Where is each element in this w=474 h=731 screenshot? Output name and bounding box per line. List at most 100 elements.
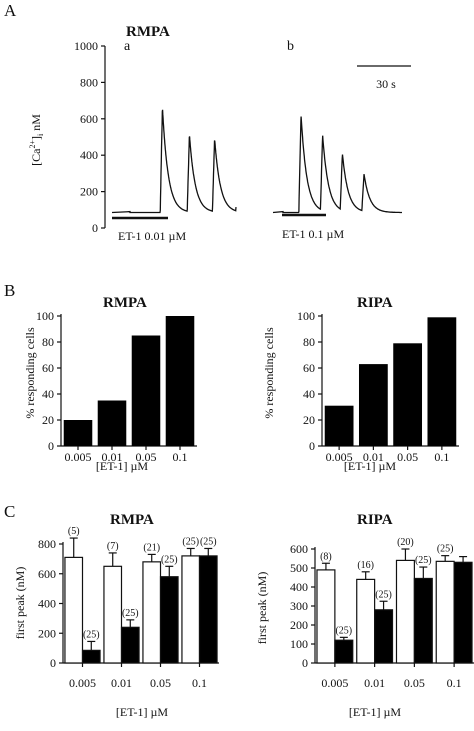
bar [393,343,423,446]
y-tick-label: 400 [38,597,56,611]
n-label: (25) [182,536,199,547]
y-tick-label: 0 [302,656,308,670]
panel-letter-b: B [4,281,15,300]
bar [131,335,161,446]
n-label: (25) [122,608,139,619]
n-label: (21) [143,542,160,553]
x-tick-label: 0.1 [434,450,449,464]
x-tick-label: 0.01 [364,676,385,690]
bar [334,639,354,664]
bar [358,364,388,446]
bar [63,420,93,446]
bar [427,317,457,446]
panel-c-rmpa-chart: RMPA first peak (nM) [ET-1] µM 0 200 400 60… [13,512,219,719]
y-tick-label: 800 [80,75,98,89]
bar [374,609,394,664]
trace-a-line [111,109,237,214]
panel-b-rmpa-title: RMPA [103,295,147,311]
n-label: (25) [335,625,352,636]
ylabel-part-sub: i [36,133,45,136]
y-tick-label: 80 [42,335,54,349]
y-tick-label: 200 [290,618,308,632]
x-tick-label: 0.01 [363,450,384,464]
x-tick-label: 0.005 [326,450,353,464]
panel-a-ylabel: [Ca2+]i nM [28,114,45,166]
y-tick-label: 60 [303,361,315,375]
bar [435,560,455,664]
bar [142,561,162,664]
y-tick-label: 60 [42,361,54,375]
ylabel-part-sup: 2+ [28,140,37,149]
x-tick-label: 0.005 [69,676,96,690]
panel-c-ripa-ylabel: first peak (nM) [255,572,269,645]
panel-b-ripa-ylabel: % responding cells [262,327,276,419]
x-tick-label: 0.05 [150,676,171,690]
panel-b-ripa-chart: RIPA % responding cells [ET-1] µM 0 20 40 6… [262,295,459,473]
bar [165,316,195,446]
n-label: (5) [68,526,80,537]
n-label: (25) [200,536,217,547]
panel-b-rmpa-chart: RMPA % responding cells [ET-1] µM 0 20 40 6… [23,295,197,473]
bar [103,565,123,664]
y-tick-label: 800 [38,537,56,551]
bar [395,559,415,664]
y-tick-label: 600 [80,112,98,126]
panel-a-calcium-traces: RMPA [Ca2+]i nM 0 200 400 600 800 1000 a b ET… [28,24,411,243]
y-tick-label: 400 [290,580,308,594]
n-label: (25) [161,554,178,565]
x-tick-label: 0.005 [321,676,348,690]
bar [198,555,218,664]
panel-letter-a: A [4,1,17,20]
y-tick-label: 20 [303,413,315,427]
stimulus-label-b: ET-1 0.1 µM [282,227,344,241]
bar [181,555,201,664]
y-tick-label: 100 [290,637,308,651]
panel-a-y-ticks: 0 200 400 600 800 1000 [74,39,105,235]
n-label: (16) [357,560,374,571]
y-tick-label: 0 [50,656,56,670]
bar [159,576,179,664]
panel-c-rmpa-xlabel: [ET-1] µM [116,705,168,719]
n-label: (25) [437,544,454,555]
y-tick-label: 1000 [74,39,98,53]
y-tick-label: 80 [303,335,315,349]
y-tick-label: 600 [38,567,56,581]
y-tick-label: 40 [42,387,54,401]
panel-c-rmpa-ylabel: first peak (nM) [13,567,27,640]
ylabel-part-bracket: [Ca [29,148,43,166]
panel-c-rmpa-title: RMPA [110,512,154,528]
n-label: (25) [83,629,100,640]
y-tick-label: 100 [297,309,315,323]
trace-b-label: b [287,39,294,54]
n-label: (8) [320,551,332,562]
panel-b-ripa-title: RIPA [357,295,393,311]
bar [356,578,376,664]
x-tick-label: 0.01 [111,676,132,690]
y-tick-label: 100 [36,309,54,323]
bar [81,649,101,664]
bar [120,626,140,664]
panel-b-rmpa-ylabel: % responding cells [23,327,37,419]
bar [316,569,336,664]
panel-b-rmpa-xlabel: [ET-1] µM [96,459,148,473]
x-tick-label: 0.1 [173,450,188,464]
trace-a-label: a [124,39,131,54]
y-tick-label: 20 [42,413,54,427]
bar [453,561,473,664]
x-tick-label: 0.05 [404,676,425,690]
n-label: (25) [415,555,432,566]
panel-a-title: RMPA [126,24,170,40]
panel-c-ripa-title: RIPA [357,512,393,528]
panel-b-ripa-xlabel: [ET-1] µM [344,459,396,473]
trace-b-line [272,116,402,214]
ylabel-part-unit: nM [29,114,43,134]
x-tick-label: 0.05 [397,450,418,464]
y-tick-label: 600 [290,542,308,556]
y-tick-label: 200 [80,185,98,199]
panel-letter-c: C [4,502,15,521]
n-label: (7) [107,541,119,552]
x-tick-label: 0.1 [447,676,462,690]
y-tick-label: 40 [303,387,315,401]
y-tick-label: 0 [309,439,315,453]
